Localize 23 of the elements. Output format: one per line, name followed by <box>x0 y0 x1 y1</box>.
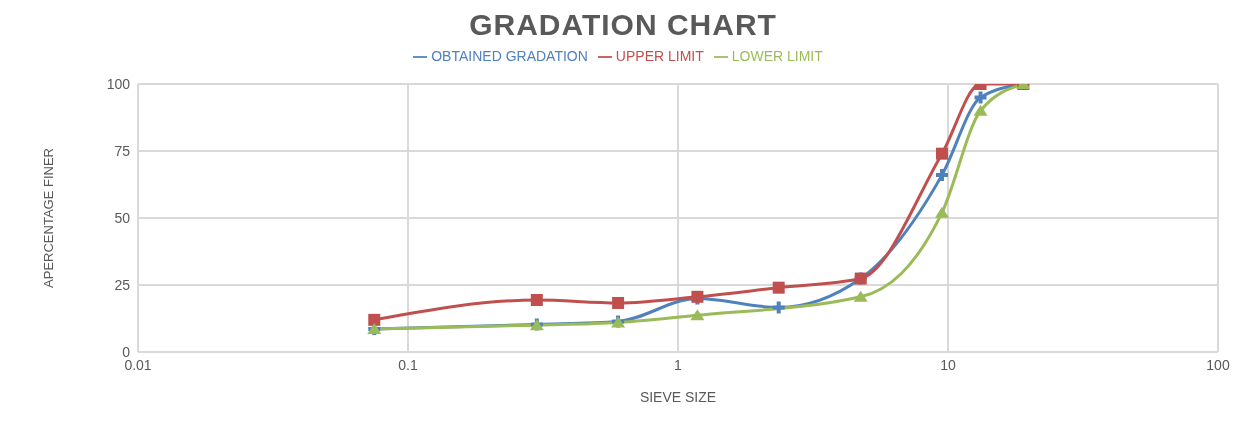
point <box>690 309 705 321</box>
point <box>612 296 625 309</box>
legend-label: OBTAINED GRADATION <box>431 48 588 64</box>
y-tick-label: 100 <box>106 75 131 92</box>
x-tick-label: 100 <box>1206 356 1230 373</box>
chart-title: GRADATION CHART <box>468 8 778 43</box>
y-axis-title: APERCENTAGE FINER <box>40 148 56 288</box>
y-tick-label: 50 <box>114 209 131 226</box>
y-tick-label: 25 <box>114 276 131 293</box>
point <box>530 294 543 307</box>
x-axis-title: SIEVE SIZE <box>639 389 717 405</box>
point <box>934 206 949 218</box>
y-tick-label: 75 <box>114 142 131 159</box>
point <box>772 301 785 314</box>
legend-label: LOWER LIMIT <box>731 48 823 64</box>
point <box>935 169 948 182</box>
x-tick-label: 1 <box>674 356 683 373</box>
legend-label: UPPER LIMIT <box>615 48 704 64</box>
x-tick-label: 10 <box>940 356 956 373</box>
point <box>772 281 785 294</box>
point <box>935 147 948 160</box>
point <box>853 290 868 302</box>
x-tick-label: 0.1 <box>398 356 418 373</box>
